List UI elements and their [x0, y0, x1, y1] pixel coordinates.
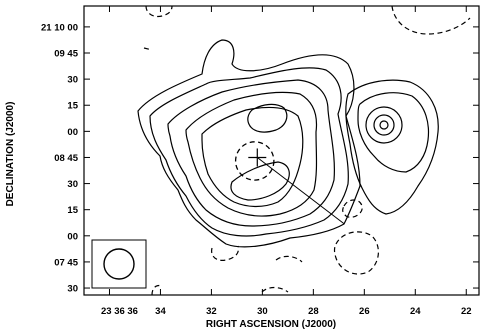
x-tick-label: 26 — [359, 306, 370, 317]
contour-peak-north — [247, 103, 288, 133]
x-tick-label: 30 — [257, 306, 268, 317]
main-source-contours — [137, 39, 361, 248]
error-circle — [234, 141, 275, 181]
beam-box — [91, 239, 147, 289]
contour-level-4 — [185, 91, 318, 217]
compact-source-contours — [345, 79, 439, 215]
contour-level-1 — [137, 39, 361, 248]
x-axis-label: RIGHT ASCENSION (J2000) — [206, 319, 336, 330]
compact-contour-1 — [345, 79, 439, 215]
y-tick-label: 21 10 00 — [41, 22, 78, 33]
x-tick-label: 28 — [308, 306, 319, 317]
beam-ellipse — [103, 248, 135, 280]
y-axis-label: DECLINATION (J2000) — [5, 102, 16, 207]
contour-level-2 — [149, 67, 349, 237]
neg-contour-lower-right-small — [342, 199, 363, 218]
x-tick-label: 34 — [155, 306, 166, 317]
y-tick-label: 00 — [67, 231, 78, 242]
compact-contour-2 — [357, 92, 430, 173]
x-tick-label: 22 — [461, 306, 472, 317]
x-tick-label: 32 — [206, 306, 217, 317]
compact-contour-5 — [379, 120, 389, 130]
neg-contour-lower-right — [333, 231, 379, 275]
contour-peak-south — [230, 161, 290, 201]
y-tick-label: 15 — [67, 205, 78, 216]
x-tick-label: 24 — [410, 306, 421, 317]
y-tick-label: 08 45 — [54, 153, 78, 164]
neg-contour-mid-bottom — [275, 255, 303, 263]
negative-contours — [143, 5, 471, 296]
position-markers — [234, 141, 345, 225]
neg-contour-bottom-center — [261, 286, 289, 293]
neg-contour-small-left — [143, 47, 153, 51]
offset-vector — [256, 157, 345, 225]
neg-contour-bottom-left — [151, 284, 163, 296]
y-tick-label: 09 45 — [54, 49, 78, 60]
contour-level-3 — [167, 79, 335, 227]
y-tick-label: 30 — [67, 75, 78, 86]
y-axis-ticks: 21 10 00 09 45 30 15 00 08 45 30 15 00 07 45 30 — [41, 22, 479, 295]
x-tick-label: 23 36 36 — [101, 306, 138, 317]
beam-indicator — [91, 239, 147, 289]
compact-contour-3 — [365, 106, 403, 144]
y-tick-label: 15 — [67, 101, 78, 112]
y-tick-label: 30 — [67, 179, 78, 190]
y-tick-label: 07 45 — [54, 257, 78, 268]
x-axis-ticks: 23 36 36 34 32 30 28 26 24 22 — [101, 6, 472, 317]
plot-frame — [83, 5, 480, 296]
y-tick-label: 30 — [67, 284, 78, 295]
compact-contour-4 — [373, 114, 395, 136]
neg-contour-top-right — [391, 5, 471, 35]
y-tick-label: 00 — [67, 127, 78, 138]
contour-level-5 — [201, 106, 304, 208]
neg-contour-top-left — [145, 5, 173, 18]
neg-contour-lower-mid — [211, 245, 240, 261]
